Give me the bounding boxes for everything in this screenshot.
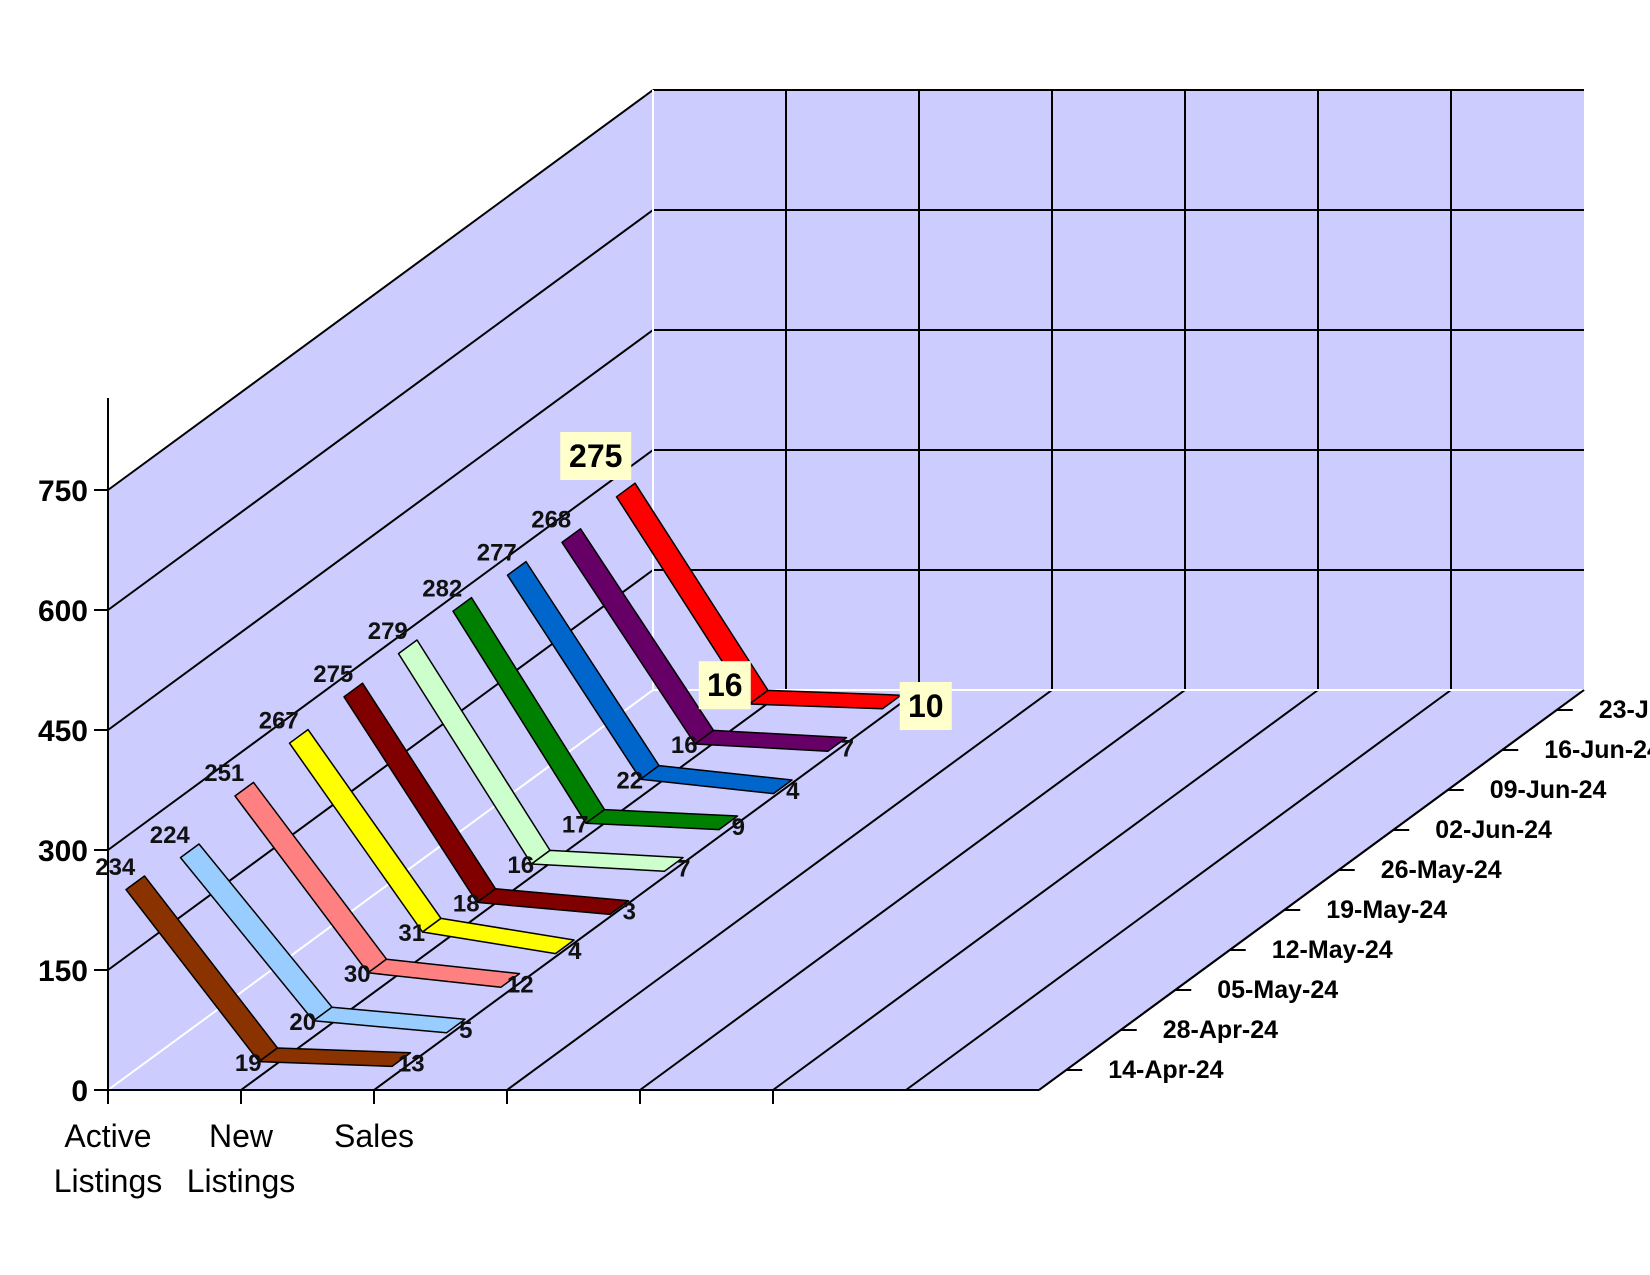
data-label: 4 (568, 938, 582, 965)
series-ribbons (125, 482, 902, 1068)
y-tick-label: 450 (38, 715, 88, 748)
data-label: 9 (732, 814, 745, 841)
x-category-label: Listings (187, 1163, 296, 1199)
y-tick-label: 300 (38, 835, 88, 868)
data-label: 267 (259, 707, 299, 734)
z-category-label: 12-May-24 (1272, 936, 1393, 964)
data-label: 16 (507, 852, 534, 879)
z-category-label: 28-Apr-24 (1163, 1016, 1278, 1044)
data-label: 12 (507, 971, 534, 998)
data-label: 10 (908, 688, 944, 724)
data-label: 18 (453, 891, 480, 918)
series-ribbon (506, 560, 793, 795)
data-label: 22 (616, 767, 643, 794)
x-category-label: Active (64, 1118, 151, 1154)
data-label: 13 (398, 1051, 425, 1078)
series-ribbon (234, 781, 521, 988)
ribbon-segment (639, 764, 793, 795)
chart-walls (108, 90, 1584, 1090)
back-wall (653, 90, 1584, 690)
data-label-box (560, 432, 632, 480)
axes: 0 150 300 450 600 750 Active Listings New Listing… (38, 398, 1650, 1199)
side-wall (108, 90, 653, 1090)
gridline-floor (639, 689, 1186, 1091)
z-category-label: 14-Apr-24 (1108, 1056, 1223, 1084)
gridline-side (107, 89, 654, 491)
series-ribbon (288, 728, 575, 955)
gridline-floor (373, 689, 920, 1091)
series-ribbon (125, 875, 412, 1068)
data-label: 5 (459, 1017, 472, 1044)
z-category-label: 02-Jun-24 (1435, 816, 1552, 844)
data-label: 3 (623, 899, 636, 926)
y-tick-label: 600 (38, 595, 88, 628)
x-category-label: Sales (334, 1118, 414, 1154)
data-label: 224 (150, 822, 191, 849)
data-label: 16 (671, 732, 698, 759)
data-label: 279 (368, 618, 408, 645)
series-ribbon (343, 682, 630, 916)
ribbon-segment (421, 917, 575, 955)
series-ribbon (179, 843, 466, 1034)
data-label: 30 (344, 961, 371, 988)
data-label: 19 (235, 1050, 262, 1077)
data-label: 7 (841, 735, 854, 762)
x-category-label: Listings (54, 1163, 163, 1199)
y-tick-label: 750 (38, 475, 88, 508)
data-label: 31 (398, 920, 425, 947)
data-label-box (899, 682, 952, 730)
series-ribbon (561, 528, 848, 752)
gridline-floor (772, 689, 1319, 1091)
z-category-label: 19-May-24 (1326, 896, 1447, 924)
data-label: 268 (531, 507, 571, 534)
data-label: 277 (477, 539, 517, 566)
z-category-label: 26-May-24 (1381, 856, 1502, 884)
z-category-label: 05-May-24 (1217, 976, 1338, 1004)
gridline-side (107, 329, 654, 731)
z-axis (1038, 689, 1585, 1091)
data-label: 20 (289, 1009, 316, 1036)
data-label: 4 (786, 778, 800, 805)
gridline-floor (506, 689, 1053, 1091)
data-label: 275 (313, 661, 353, 688)
ribbon-segment (312, 1006, 466, 1034)
data-label: 251 (204, 760, 244, 787)
data-label-box (698, 661, 751, 710)
series-ribbon (397, 639, 684, 872)
ribbon-segment (694, 729, 848, 752)
gridline-floor (905, 689, 1452, 1091)
y-tick-label: 150 (38, 955, 88, 988)
floor (108, 690, 1584, 1090)
y-tick-label: 0 (71, 1075, 88, 1108)
data-label: 16 (707, 667, 743, 703)
z-category-label: 16-Jun-24 (1544, 736, 1650, 764)
ribbon-segment (258, 1047, 412, 1068)
gridlines (107, 89, 1585, 1091)
z-category-label: 23-Jun-24 (1599, 696, 1650, 724)
data-label: 282 (422, 575, 462, 602)
gridline-side (107, 209, 654, 611)
ribbon-segment (367, 958, 521, 988)
series-ribbon (615, 482, 902, 710)
data-label: 234 (95, 854, 136, 881)
series-ribbon (452, 596, 739, 831)
gridline-side (107, 449, 654, 851)
ribbon-segment (476, 888, 630, 916)
data-label: 275 (569, 438, 622, 474)
ribbon-segment (585, 808, 739, 831)
data-label: 7 (677, 855, 690, 882)
ribbon-segment (530, 849, 684, 872)
x-category-label: New (209, 1118, 274, 1154)
z-category-label: 09-Jun-24 (1490, 776, 1607, 804)
data-label: 17 (562, 811, 589, 838)
